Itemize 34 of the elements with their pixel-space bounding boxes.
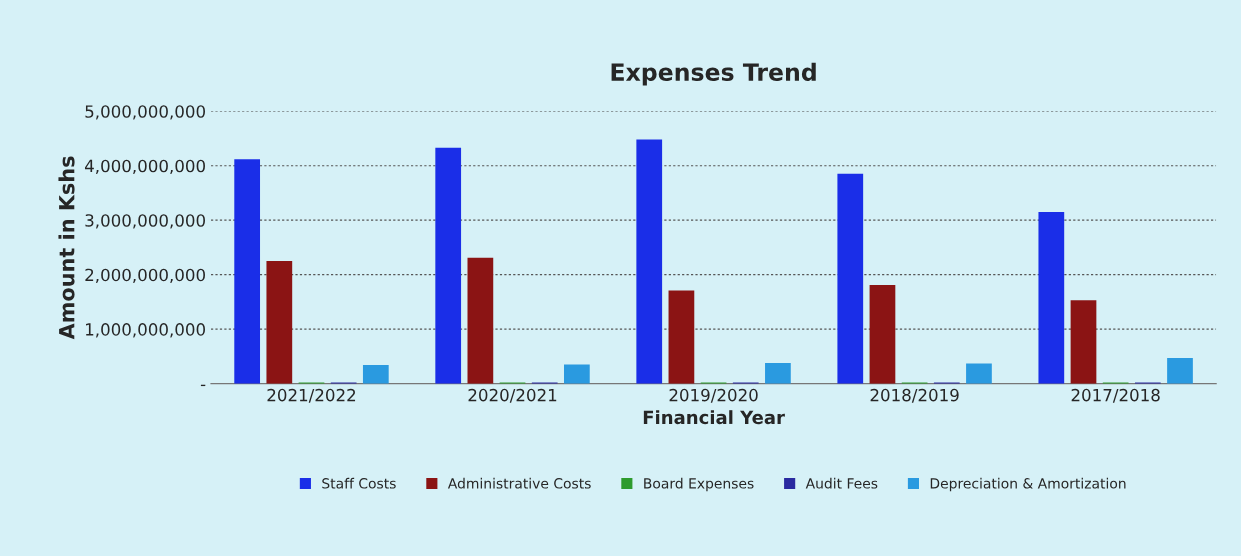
legend-label: Audit Fees	[805, 477, 878, 489]
y-tick-label: 3,000,000,000	[85, 214, 205, 229]
x-tick-label: 2017/2018	[1071, 388, 1160, 403]
bar	[1070, 300, 1097, 384]
x-axis-title: Financial Year	[643, 410, 785, 425]
bar	[266, 261, 293, 384]
y-tick-label: 4,000,000,000	[84, 159, 205, 174]
x-tick-label: 2020/2021	[468, 388, 557, 403]
bar	[668, 290, 695, 384]
y-tick-label: 1,000,000,000	[86, 323, 205, 338]
bar	[765, 362, 791, 384]
legend-label: Staff Costs	[322, 477, 396, 489]
y-tick-label: -	[200, 384, 206, 387]
bar	[966, 363, 992, 384]
y-tick-label: 5,000,000,000	[85, 105, 205, 120]
bar	[1167, 358, 1193, 384]
bar	[362, 365, 389, 384]
bar	[1038, 212, 1065, 384]
x-tick-label: 2018/2019	[870, 388, 959, 403]
bar	[435, 147, 462, 384]
y-tick-label: 2,000,000,000	[85, 268, 205, 283]
bar	[869, 285, 896, 384]
chart-title: Expenses Trend	[611, 62, 816, 86]
x-tick-label: 2021/2022	[267, 388, 356, 403]
legend-label: Depreciation & Amortization	[930, 477, 1126, 492]
x-tick-label: 2019/2020	[669, 388, 758, 403]
y-axis-title: Amount in Kshs	[58, 156, 75, 340]
bar	[837, 173, 864, 384]
bar	[564, 364, 590, 384]
bar	[467, 257, 494, 384]
legend-label: Administrative Costs	[447, 477, 591, 489]
legend-label: Board Expenses	[644, 477, 754, 492]
bar	[636, 139, 663, 384]
bar	[234, 159, 261, 384]
